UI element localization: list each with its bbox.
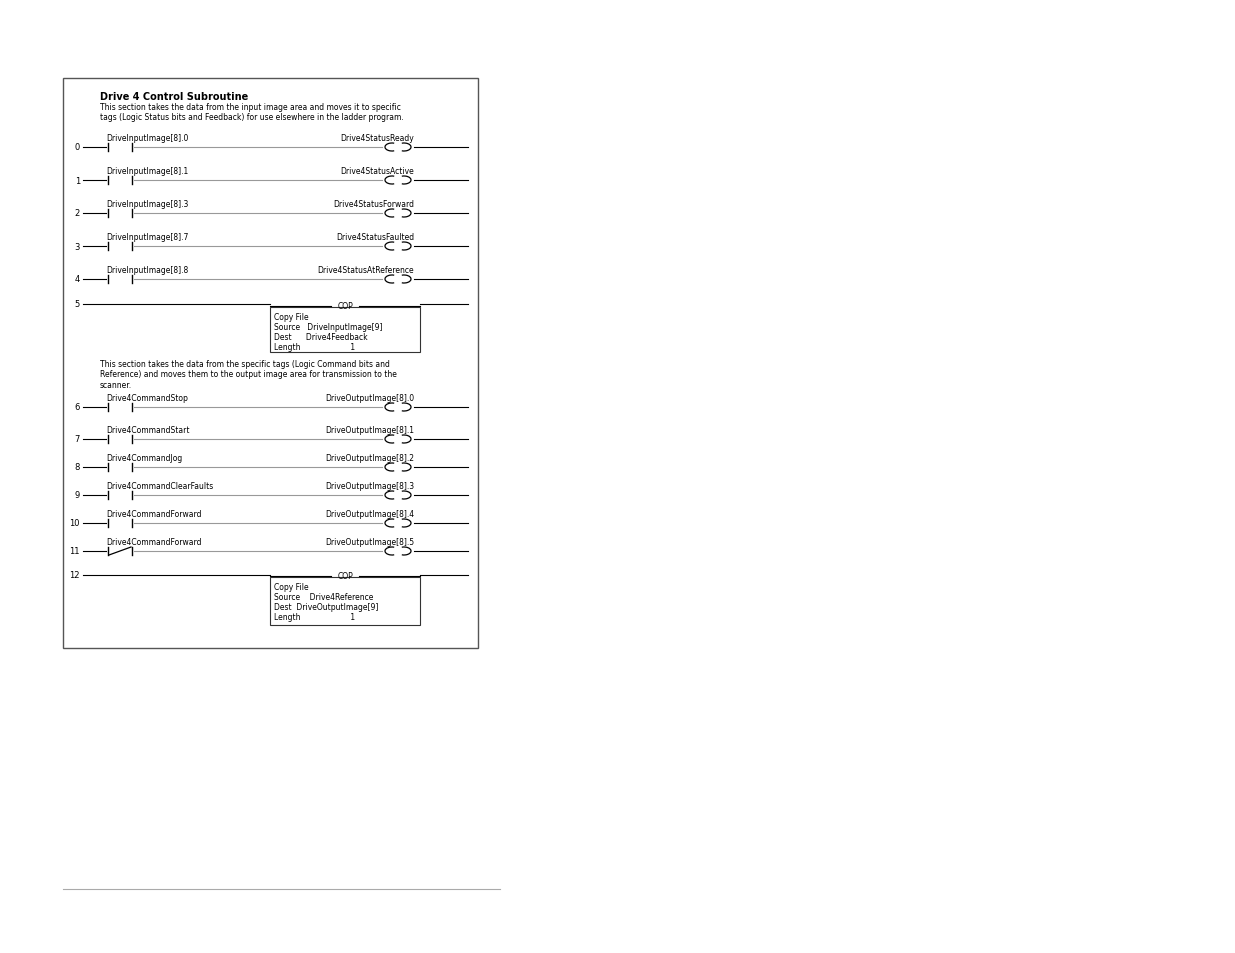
- Text: Dest  DriveOutputImage[9]: Dest DriveOutputImage[9]: [274, 602, 378, 612]
- Text: Drive4StatusReady: Drive4StatusReady: [341, 133, 414, 143]
- Text: Drive 4 Control Subroutine: Drive 4 Control Subroutine: [100, 91, 248, 102]
- Text: Drive4CommandStart: Drive4CommandStart: [106, 426, 189, 435]
- Text: Source    Drive4Reference: Source Drive4Reference: [274, 593, 373, 601]
- Text: Drive4StatusActive: Drive4StatusActive: [341, 167, 414, 175]
- Text: 1: 1: [75, 176, 80, 185]
- Text: 8: 8: [74, 463, 80, 472]
- Text: Source   DriveInputImage[9]: Source DriveInputImage[9]: [274, 323, 383, 332]
- Text: COP: COP: [337, 572, 353, 581]
- Text: Copy File: Copy File: [274, 582, 309, 592]
- Text: 7: 7: [74, 435, 80, 444]
- Text: DriveInputImage[8].7: DriveInputImage[8].7: [106, 233, 189, 242]
- Text: DriveOutputImage[8].0: DriveOutputImage[8].0: [325, 394, 414, 402]
- Text: Drive4StatusForward: Drive4StatusForward: [333, 200, 414, 209]
- Text: 11: 11: [69, 547, 80, 556]
- Text: Copy File: Copy File: [274, 313, 309, 322]
- Text: This section takes the data from the input image area and moves it to specific
t: This section takes the data from the inp…: [100, 103, 404, 122]
- Text: DriveInputImage[8].3: DriveInputImage[8].3: [106, 200, 189, 209]
- Text: 3: 3: [74, 242, 80, 252]
- Bar: [63, 79, 478, 648]
- Text: Drive4CommandClearFaults: Drive4CommandClearFaults: [106, 481, 214, 491]
- Bar: [270, 308, 420, 353]
- Text: DriveInputImage[8].8: DriveInputImage[8].8: [106, 266, 188, 274]
- Text: DriveOutputImage[8].1: DriveOutputImage[8].1: [325, 426, 414, 435]
- Text: 12: 12: [69, 571, 80, 579]
- Text: Drive4CommandStop: Drive4CommandStop: [106, 394, 188, 402]
- Text: Length                     1: Length 1: [274, 343, 356, 352]
- Text: Dest      Drive4Feedback: Dest Drive4Feedback: [274, 333, 368, 341]
- Text: 9: 9: [75, 491, 80, 500]
- Text: This section takes the data from the specific tags (Logic Command bits and
Refer: This section takes the data from the spe…: [100, 359, 396, 390]
- Text: 2: 2: [75, 210, 80, 218]
- Text: 10: 10: [69, 519, 80, 528]
- Text: Drive4CommandForward: Drive4CommandForward: [106, 537, 201, 546]
- Text: 4: 4: [75, 275, 80, 284]
- Text: 6: 6: [74, 403, 80, 412]
- Text: Drive4StatusAtReference: Drive4StatusAtReference: [317, 266, 414, 274]
- Text: Length                     1: Length 1: [274, 613, 356, 621]
- Text: DriveInputImage[8].0: DriveInputImage[8].0: [106, 133, 189, 143]
- Text: DriveOutputImage[8].5: DriveOutputImage[8].5: [325, 537, 414, 546]
- Text: DriveOutputImage[8].3: DriveOutputImage[8].3: [325, 481, 414, 491]
- Text: DriveOutputImage[8].4: DriveOutputImage[8].4: [325, 510, 414, 518]
- Text: Drive4CommandForward: Drive4CommandForward: [106, 510, 201, 518]
- Text: Drive4StatusFaulted: Drive4StatusFaulted: [336, 233, 414, 242]
- Text: 0: 0: [75, 143, 80, 152]
- Text: Drive4CommandJog: Drive4CommandJog: [106, 454, 183, 462]
- Text: DriveOutputImage[8].2: DriveOutputImage[8].2: [325, 454, 414, 462]
- Text: COP: COP: [337, 302, 353, 312]
- Text: DriveInputImage[8].1: DriveInputImage[8].1: [106, 167, 188, 175]
- Text: 5: 5: [75, 300, 80, 309]
- Bar: [270, 578, 420, 625]
